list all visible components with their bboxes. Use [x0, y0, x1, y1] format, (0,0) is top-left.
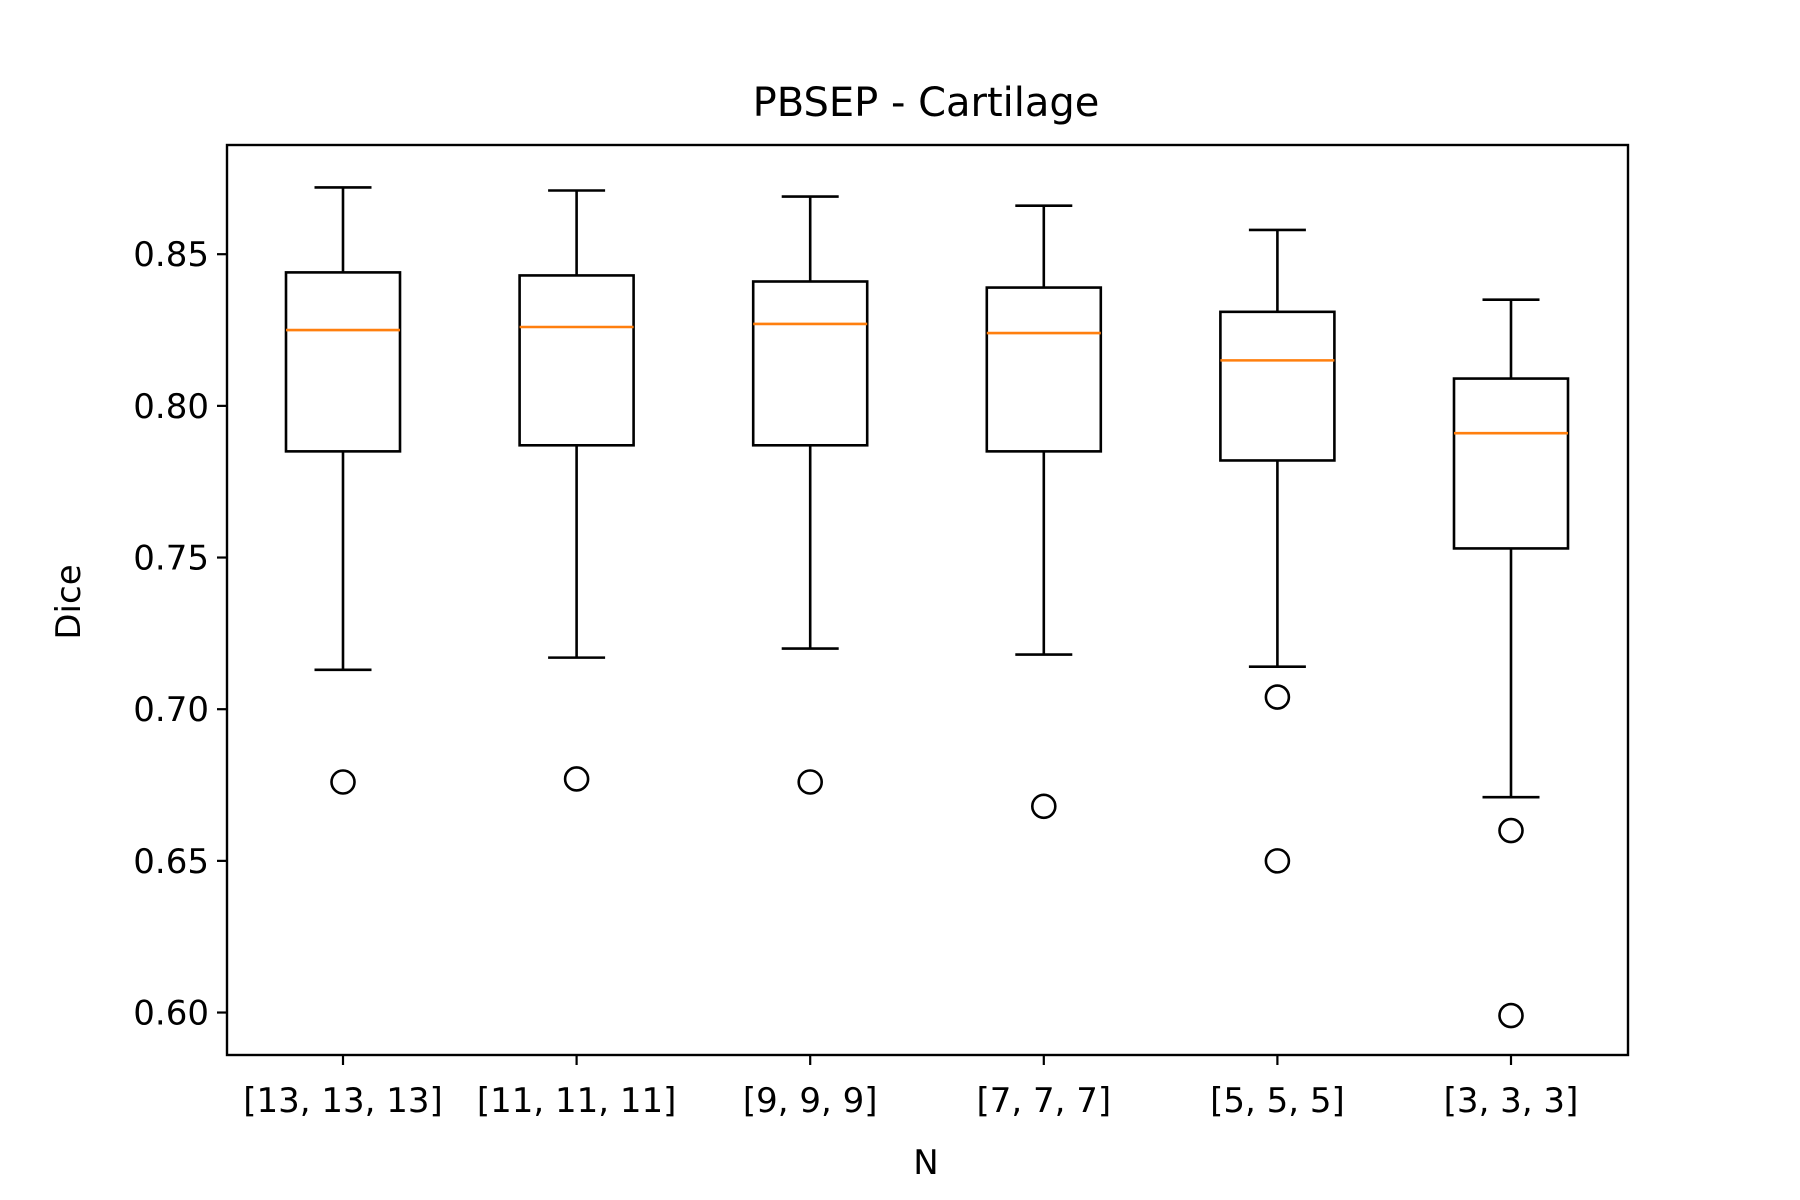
x-tick-label: [13, 13, 13]	[243, 1081, 443, 1121]
y-tick-label: 0.70	[133, 690, 209, 730]
x-tick-label: [3, 3, 3]	[1444, 1081, 1579, 1121]
outlier-point	[1498, 1002, 1524, 1029]
plot-area: 0.60 0.65 0.70 0.75 0.80 0.85 [13, 13, 13] [11,…	[133, 143, 1630, 1121]
box-2	[518, 189, 635, 792]
y-tick-label: 0.60	[133, 994, 209, 1034]
outlier-point	[797, 769, 824, 795]
y-tick-label: 0.65	[133, 842, 209, 882]
chart-title: PBSEP - Cartilage	[753, 80, 1100, 126]
x-axis-label: N	[913, 1143, 938, 1183]
box-5	[1219, 228, 1336, 874]
box-4	[985, 204, 1103, 820]
x-tick-label: [7, 7, 7]	[976, 1081, 1111, 1121]
y-tick-label: 0.80	[133, 387, 209, 427]
outlier-point	[330, 769, 356, 795]
iqr-box	[284, 271, 402, 453]
x-tick-label: [5, 5, 5]	[1210, 1081, 1345, 1121]
iqr-box	[1219, 310, 1336, 462]
outlier-point	[1264, 848, 1291, 874]
box-6	[1452, 298, 1570, 1029]
axes-frame	[225, 143, 1630, 1057]
y-axis-label: Dice	[49, 564, 89, 639]
iqr-box	[751, 280, 869, 447]
box-3	[751, 195, 869, 795]
outlier-point	[1031, 793, 1057, 820]
y-tick-label: 0.85	[133, 235, 209, 275]
iqr-box	[1452, 377, 1570, 550]
x-tick-label: [11, 11, 11]	[477, 1081, 677, 1121]
outlier-point	[1264, 684, 1291, 710]
outlier-point	[563, 766, 590, 792]
outlier-point	[1498, 817, 1524, 844]
iqr-box	[985, 286, 1103, 453]
x-tick-label: [9, 9, 9]	[743, 1081, 878, 1121]
box-1	[284, 186, 402, 795]
y-tick-label: 0.75	[133, 539, 209, 579]
iqr-box	[518, 274, 635, 447]
